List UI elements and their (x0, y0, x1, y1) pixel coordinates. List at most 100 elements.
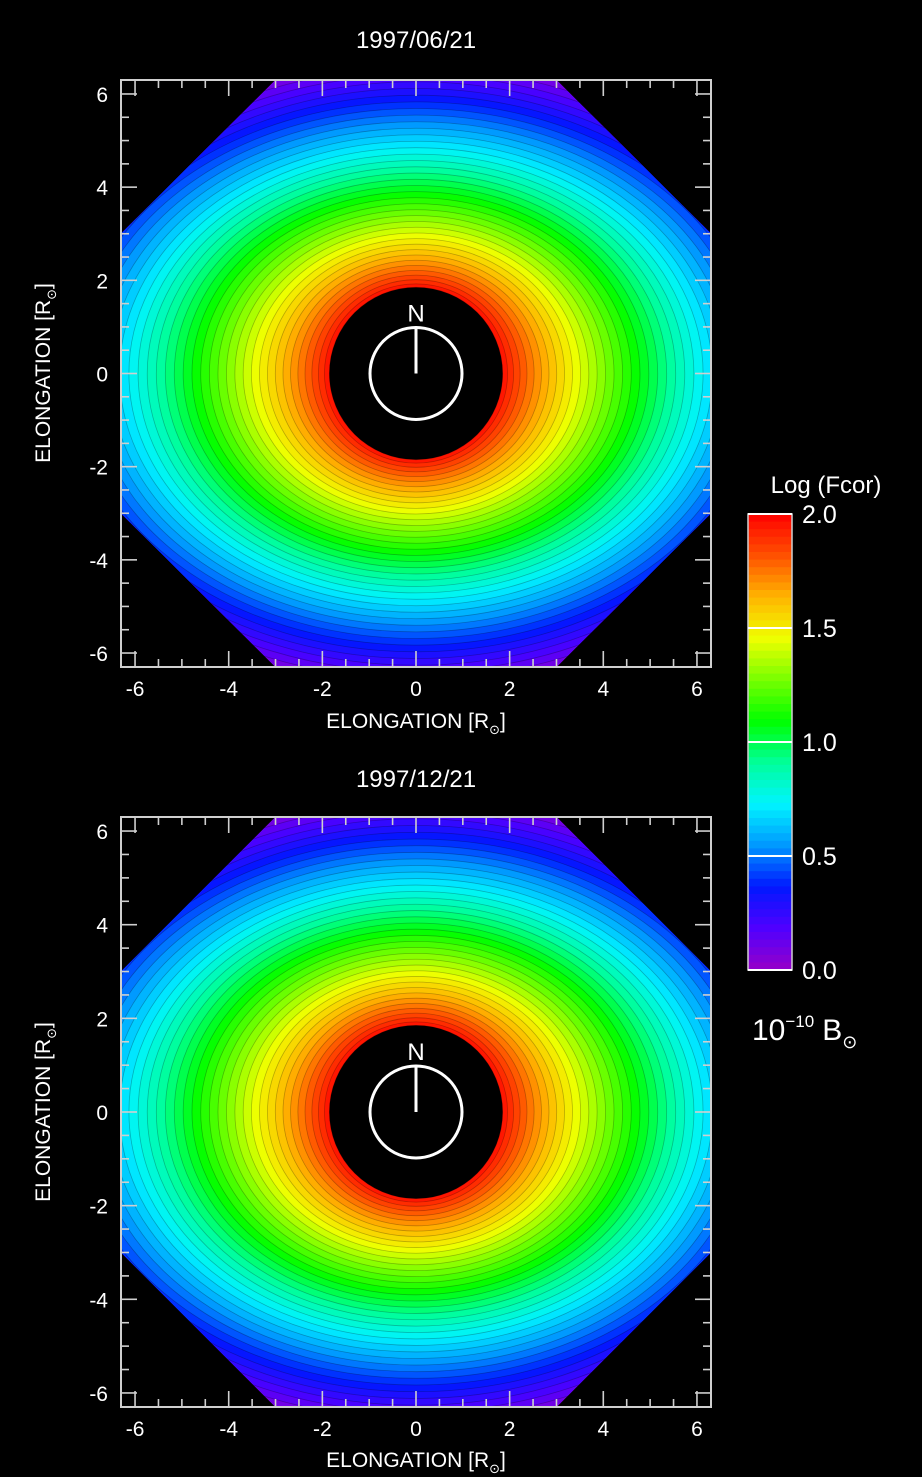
y-axis-label: ELONGATION [R⊙] (32, 283, 59, 463)
colorbar-segment (748, 757, 792, 766)
colorbar-segment (748, 567, 792, 576)
colorbar-tick-label: 2.0 (802, 501, 837, 529)
y-tick-label: 2 (96, 270, 108, 293)
colorbar-segment (748, 688, 792, 697)
colorbar-segment (748, 962, 792, 971)
colorbar-segment (748, 932, 792, 941)
colorbar-segment (748, 802, 792, 811)
colorbar-segment (748, 734, 792, 743)
y-tick-label: -2 (89, 1196, 108, 1219)
colorbar-segment (748, 726, 792, 735)
x-tick-label: -2 (313, 1418, 332, 1441)
y-tick-label: -6 (89, 1383, 108, 1406)
colorbar-segment (748, 863, 792, 872)
panel-bottom: 1997/12/21 -6 -4 -2 0 2 4 6 -6 -4 -2 0 2 4 6 N ELONGA… (32, 766, 712, 1476)
y-tick-label: 6 (96, 821, 108, 844)
colorbar-segment (748, 916, 792, 925)
colorbar: Log (Fcor) 2.0 1.5 1.0 0.5 0.0 10−10 B⊙ (747, 472, 882, 1052)
colorbar-segment (748, 787, 792, 796)
colorbar-ticks: 2.0 1.5 1.0 0.5 0.0 (748, 501, 837, 985)
colorbar-segment (748, 901, 792, 910)
colorbar-segment (748, 924, 792, 933)
colorbar-segment (748, 673, 792, 682)
colorbar-segment (748, 772, 792, 781)
y-tick-label: -2 (89, 457, 108, 480)
x-tick-label: 0 (410, 678, 422, 701)
y-tick-label: -6 (89, 643, 108, 666)
panel-top: 1997/06/21 -6 -4 -2 0 2 4 6 -6 -4 -2 0 2 4 6 N ELONGA… (32, 27, 712, 737)
colorbar-tick-label: 0.5 (802, 843, 837, 871)
x-tick-label: 6 (691, 678, 703, 701)
colorbar-segment (748, 681, 792, 690)
colorbar-segment (748, 529, 792, 538)
axis-ticks: -6 -4 -2 0 2 4 6 -6 -4 -2 0 2 4 6 (89, 80, 711, 701)
x-tick-label: -4 (219, 678, 238, 701)
north-label: N (407, 1039, 424, 1066)
colorbar-segment (748, 825, 792, 834)
colorbar-segment (748, 795, 792, 804)
x-tick-label: 4 (597, 678, 609, 701)
x-tick-label: -4 (219, 1418, 238, 1441)
y-tick-label: 4 (96, 177, 108, 200)
x-axis-label: ELONGATION [R⊙] (326, 1449, 506, 1476)
colorbar-segment (748, 886, 792, 895)
colorbar-segment (748, 749, 792, 758)
colorbar-segment (748, 552, 792, 561)
colorbar-segment (748, 590, 792, 599)
colorbar-tick-label: 0.0 (802, 957, 837, 985)
axis-ticks: -6 -4 -2 0 2 4 6 -6 -4 -2 0 2 4 6 (89, 817, 711, 1441)
colorbar-segment (748, 628, 792, 637)
y-tick-label: 2 (96, 1008, 108, 1031)
colorbar-segment (748, 719, 792, 728)
colorbar-segment (748, 742, 792, 751)
colorbar-segment (748, 894, 792, 903)
y-tick-label: 0 (96, 1102, 108, 1125)
colorbar-segment (748, 947, 792, 956)
colorbar-title: Log (Fcor) (771, 472, 882, 499)
x-tick-label: 6 (691, 1418, 703, 1441)
colorbar-segment (748, 597, 792, 606)
y-axis-label: ELONGATION [R⊙] (32, 1022, 59, 1202)
colorbar-segment (748, 643, 792, 652)
colorbar-segment (748, 574, 792, 583)
x-tick-label: -6 (126, 678, 145, 701)
colorbar-segment (748, 939, 792, 948)
x-tick-label: 0 (410, 1418, 422, 1441)
colorbar-segment (748, 582, 792, 591)
colorbar-segment (748, 764, 792, 773)
colorbar-segment (748, 810, 792, 819)
north-indicator: N (368, 1039, 464, 1160)
colorbar-segment (748, 696, 792, 705)
colorbar-segment (748, 878, 792, 887)
colorbar-gradient (747, 513, 793, 971)
colorbar-unit: 10−10 B⊙ (752, 1012, 857, 1052)
colorbar-tick-label: 1.0 (802, 729, 837, 757)
x-tick-label: -2 (313, 678, 332, 701)
colorbar-segment (748, 620, 792, 629)
panel-title: 1997/06/21 (356, 27, 476, 54)
colorbar-segment (748, 871, 792, 880)
colorbar-segment (748, 521, 792, 530)
colorbar-segment (748, 559, 792, 568)
colorbar-segment (748, 818, 792, 827)
x-tick-label: 2 (504, 678, 516, 701)
x-tick-label: -6 (126, 1418, 145, 1441)
colorbar-segment (748, 711, 792, 720)
y-tick-label: 4 (96, 915, 108, 938)
colorbar-tick-label: 1.5 (802, 615, 837, 643)
colorbar-segment (748, 848, 792, 857)
colorbar-segment (748, 650, 792, 659)
y-tick-label: 6 (96, 84, 108, 107)
north-label: N (407, 301, 424, 328)
colorbar-segment (748, 780, 792, 789)
colorbar-segment (748, 658, 792, 667)
x-axis-label: ELONGATION [R⊙] (326, 710, 506, 737)
colorbar-segment (748, 840, 792, 849)
north-indicator: N (368, 301, 464, 421)
y-tick-label: -4 (89, 550, 108, 573)
colorbar-segment (748, 954, 792, 963)
colorbar-segment (748, 514, 792, 523)
colorbar-segment (748, 635, 792, 644)
colorbar-segment (748, 666, 792, 675)
